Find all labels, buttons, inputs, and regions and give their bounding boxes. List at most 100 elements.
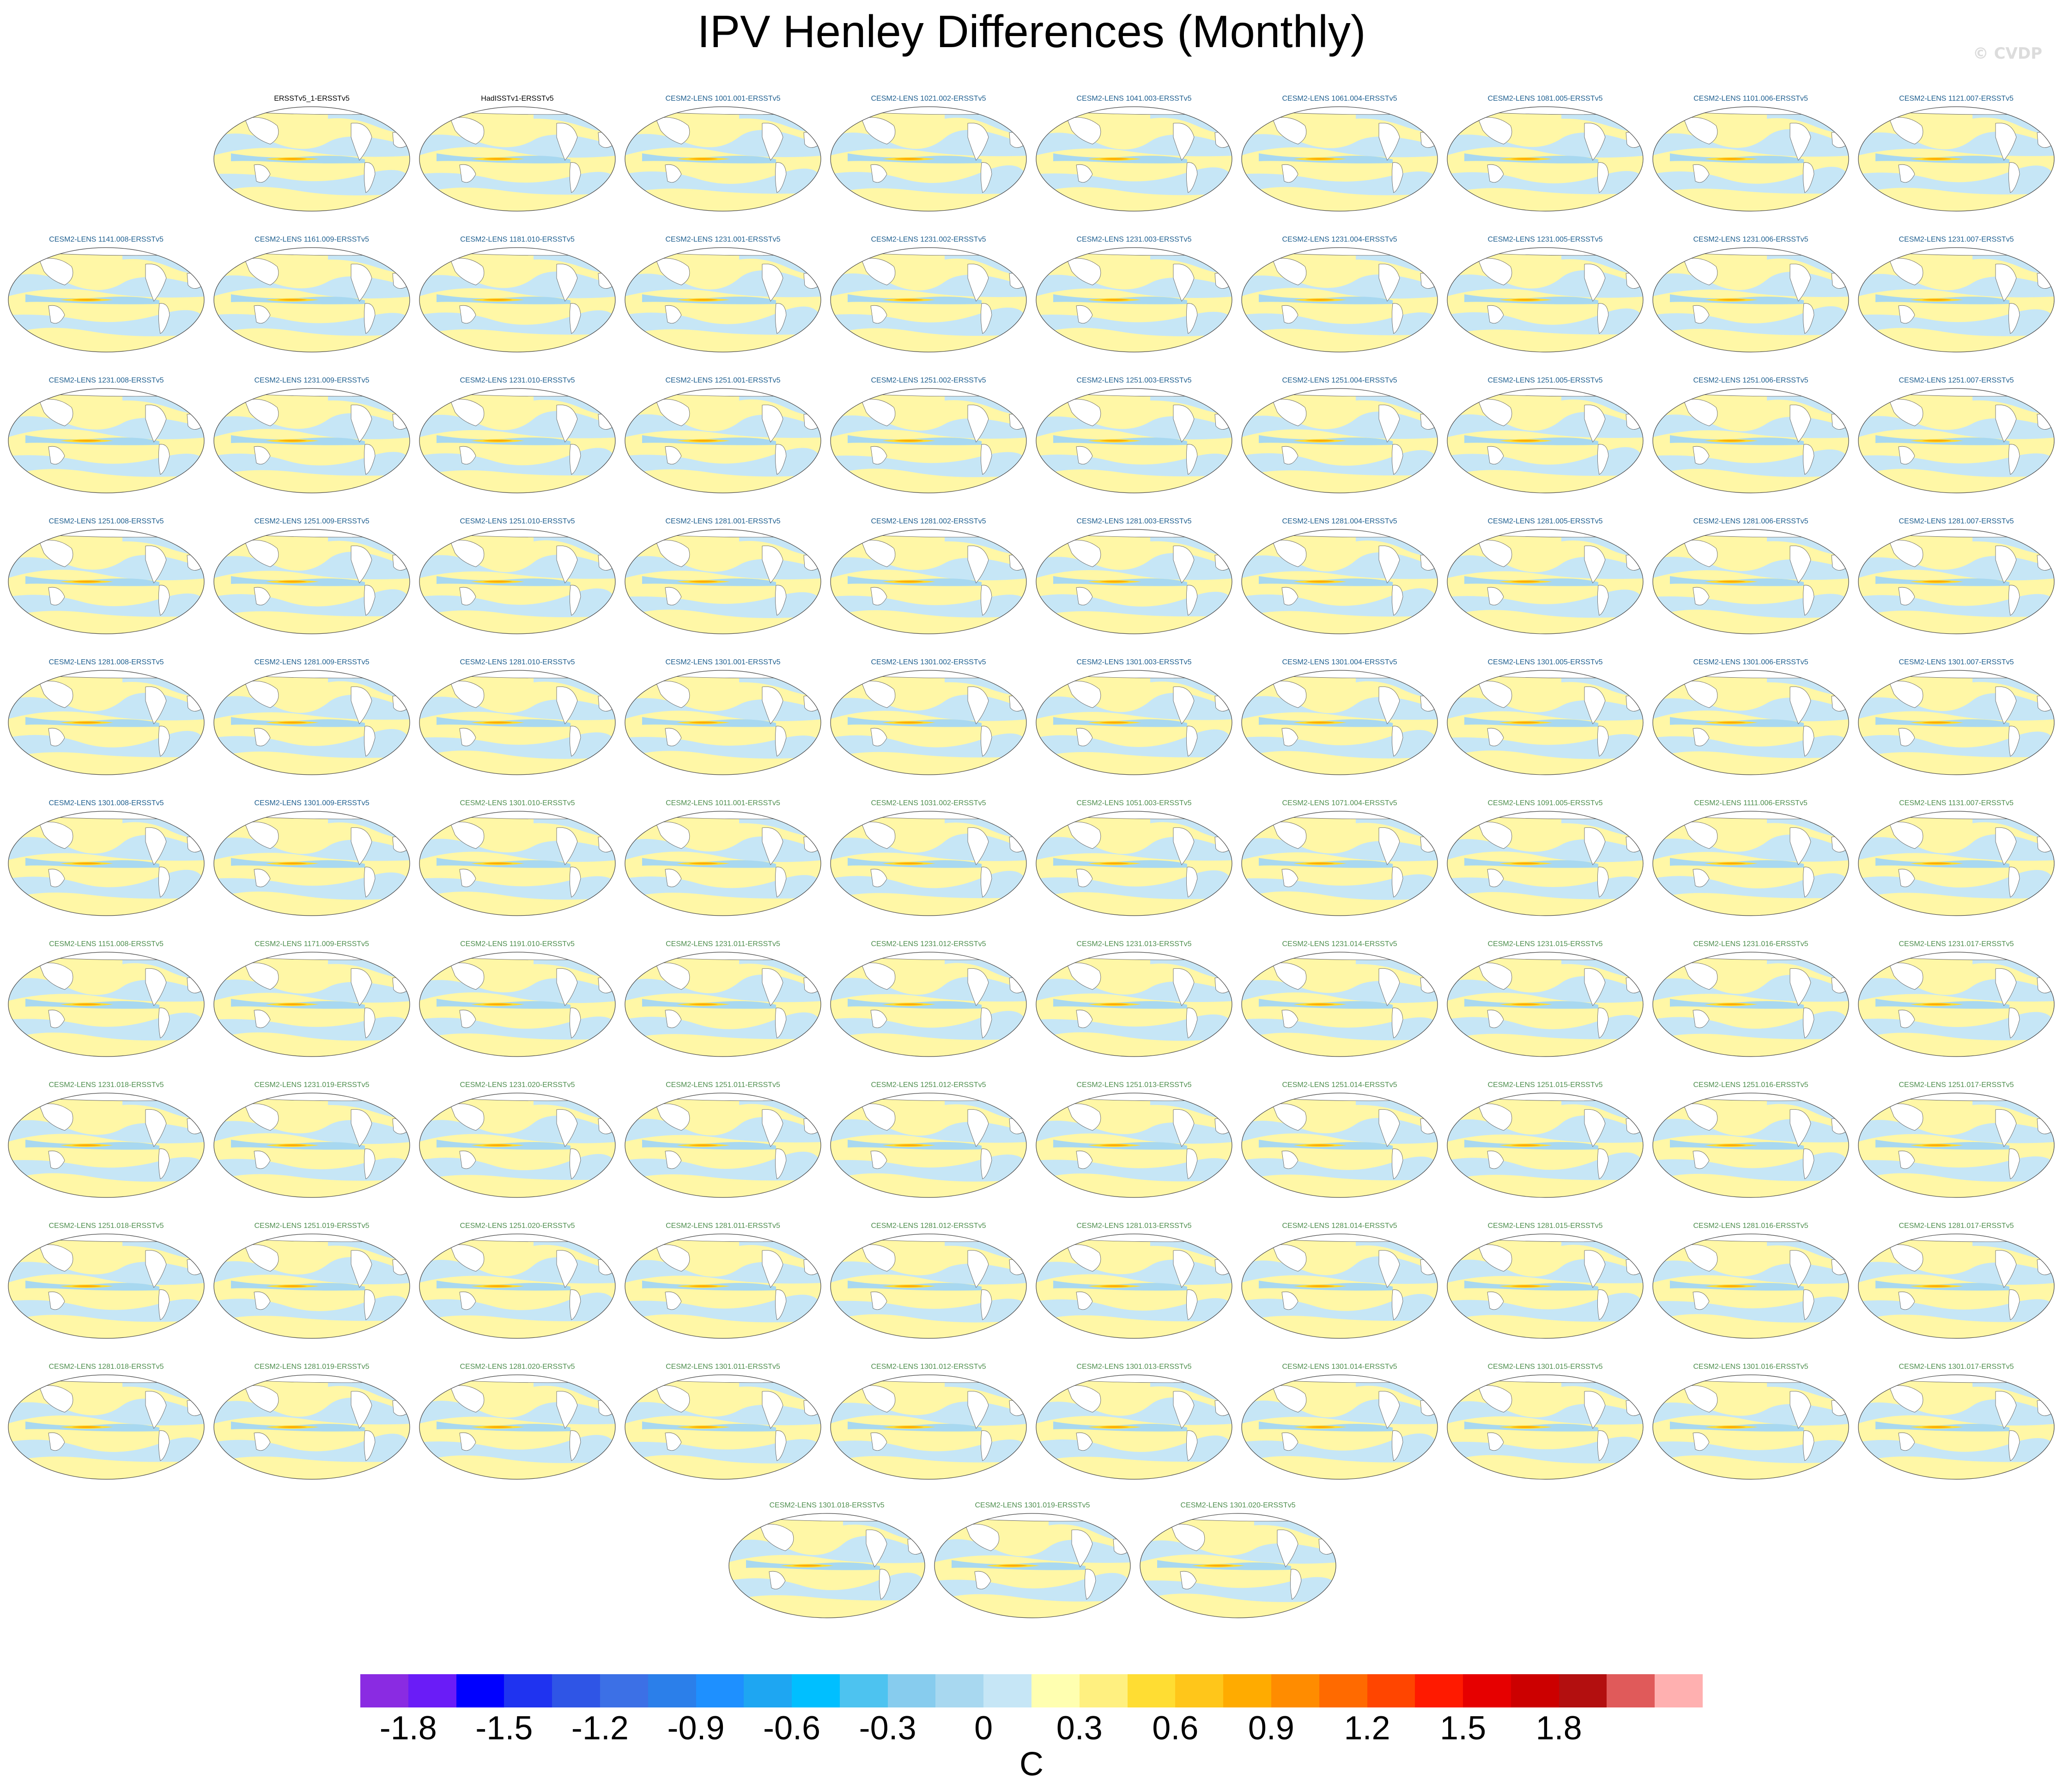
map-panel: CESM2-LENS 1251.016-ERSSTv5 [1651,1081,1850,1202]
continent [1584,1250,1606,1288]
continent [254,1009,271,1028]
map-outline [1241,106,1438,212]
continent [1898,446,1915,465]
map-outline [1652,1374,1849,1480]
continent [762,968,783,1006]
map-panel: CESM2-LENS 1301.004-ERSSTv5 [1240,658,1439,779]
panel-label: CESM2-LENS 1301.006-ERSSTv5 [1693,658,1808,666]
warm-anomaly [277,722,307,723]
sst-difference-map [213,106,410,212]
sst-difference-map [1447,529,1644,634]
map-outline [1447,1374,1644,1480]
continent [870,587,887,606]
warm-anomaly [1305,1285,1335,1287]
continent [1803,1008,1814,1039]
sst-difference-map [8,811,205,916]
panel-label: CESM2-LENS 1301.003-ERSSTv5 [1076,658,1192,666]
colorbar-swatch [887,1674,936,1707]
warm-anomaly [277,299,307,301]
continent [1693,1432,1710,1451]
map-panel: CESM2-LENS 1101.006-ERSSTv5 [1651,95,1850,216]
warm-anomaly [483,581,513,583]
continent [158,867,170,898]
continent [556,122,578,161]
map-outline [1858,247,2055,352]
continent [48,1009,65,1028]
continent [1790,1391,1811,1429]
continent [1067,1385,1101,1413]
panel-label: CESM2-LENS 1231.009-ERSSTv5 [254,377,370,384]
map-panel: CESM2-LENS 1301.006-ERSSTv5 [1651,658,1850,779]
panel-label: CESM2-LENS 1231.017-ERSSTv5 [1899,940,2014,948]
continent [459,1009,476,1028]
sst-difference-map [1036,247,1232,352]
map-outline [1036,1093,1232,1198]
panel-label: CESM2-LENS 1251.005-ERSSTv5 [1487,377,1603,384]
continent [1478,117,1512,145]
continent [1290,1569,1302,1600]
continent [967,404,989,443]
continent [1281,869,1298,887]
sst-difference-map [1036,529,1232,634]
map-panel: CESM2-LENS 1281.018-ERSSTv5 [7,1363,206,1484]
warm-anomaly [483,1003,513,1005]
sst-difference-map [625,811,821,916]
continent [775,162,787,193]
panel-label: CESM2-LENS 1251.020-ERSSTv5 [460,1222,575,1230]
panel-label: CESM2-LENS 1061.004-ERSSTv5 [1282,95,1397,103]
panel-label: CESM2-LENS 1281.013-ERSSTv5 [1076,1222,1192,1230]
continent [1180,1571,1197,1590]
map-panel: ERSSTv5_1-ERSSTv5 [212,95,411,216]
copyright-watermark: © CVDP [1972,44,2042,63]
colorbar-swatch [456,1674,504,1707]
warm-anomaly [1922,863,1952,864]
continent [981,444,992,475]
panel-label: CESM2-LENS 1181.010-ERSSTv5 [460,236,575,243]
panel-label: CESM2-LENS 1281.018-ERSSTv5 [49,1363,164,1371]
map-outline [419,529,616,634]
continent [665,869,682,887]
continent [1889,680,1923,708]
map-outline [1858,670,2055,775]
continent [981,1008,992,1039]
warm-anomaly [1922,440,1952,442]
colorbar-swatch [600,1674,649,1707]
map-panel: CESM2-LENS 1251.013-ERSSTv5 [1035,1081,1233,1202]
map-outline [830,811,1027,916]
colorbar-swatch [1559,1674,1607,1707]
continent [1898,869,1915,887]
map-panel: CESM2-LENS 1301.012-ERSSTv5 [829,1363,1028,1484]
continent [145,545,167,583]
sst-difference-map [1652,529,1849,634]
continent [879,1569,891,1600]
panel-label: CESM2-LENS 1231.019-ERSSTv5 [254,1081,370,1089]
continent [1281,446,1298,465]
panel-label: CESM2-LENS 1281.020-ERSSTv5 [460,1363,575,1371]
warm-anomaly [1511,722,1541,723]
continent [351,827,372,865]
continent [254,164,271,183]
warm-anomaly [1099,1003,1129,1005]
map-outline [213,247,410,352]
continent [1478,1385,1512,1413]
warm-anomaly [1305,581,1335,583]
continent [1693,1009,1710,1028]
map-panel: CESM2-LENS 1301.008-ERSSTv5 [7,799,206,920]
panel-label: CESM2-LENS 1251.017-ERSSTv5 [1899,1081,2014,1089]
sst-difference-map [1858,1233,2055,1339]
sst-difference-map [1241,247,1438,352]
warm-anomaly [1305,1426,1335,1428]
warm-anomaly [1305,722,1335,723]
continent [1392,162,1403,193]
map-outline [625,1233,821,1339]
panel-label: CESM2-LENS 1011.001-ERSSTv5 [666,799,780,807]
panel-label: CESM2-LENS 1301.005-ERSSTv5 [1487,658,1603,666]
panel-label: CESM2-LENS 1231.012-ERSSTv5 [871,940,986,948]
map-panel: CESM2-LENS 1301.005-ERSSTv5 [1446,658,1644,779]
continent [570,162,581,193]
warm-anomaly [1922,1426,1952,1428]
sst-difference-map [1036,811,1232,916]
continent [1392,867,1403,898]
continent [861,540,896,567]
continent [981,1289,992,1320]
